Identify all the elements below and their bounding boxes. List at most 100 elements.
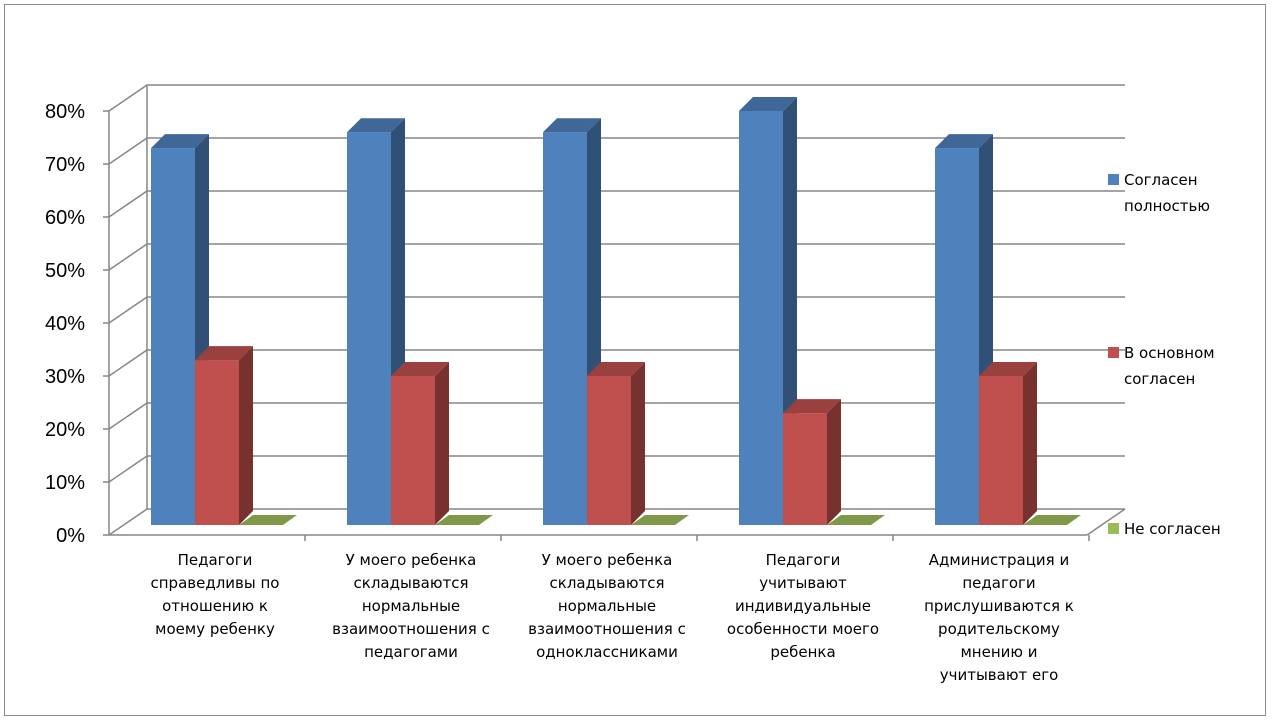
x-category-label-line: педагоги bbox=[962, 574, 1035, 592]
legend-swatch bbox=[1108, 174, 1119, 185]
legend-label-line: полностью bbox=[1124, 197, 1210, 215]
legend: Согласен полностью В основном согласен Не со… bbox=[1108, 171, 1221, 538]
x-category-label-line: родительскому bbox=[938, 620, 1060, 638]
bar bbox=[827, 515, 885, 525]
legend-label: В основном согласен bbox=[1124, 344, 1215, 388]
y-tick-label: 80% bbox=[45, 101, 85, 123]
bar bbox=[195, 346, 253, 525]
x-category-label-line: индивидуальные bbox=[735, 597, 871, 615]
legend-label: Согласен полностью bbox=[1124, 171, 1210, 215]
bar-side bbox=[435, 362, 449, 525]
bar-top bbox=[979, 362, 1037, 376]
bar-top bbox=[151, 134, 209, 149]
x-category-label-line: педагогами bbox=[364, 643, 458, 661]
legend-swatch bbox=[1108, 523, 1119, 534]
bar bbox=[435, 515, 493, 525]
legend-item: В основном согласен bbox=[1108, 344, 1215, 388]
x-category-label-line: взаимоотношения с bbox=[332, 620, 490, 638]
legend-label-line: согласен bbox=[1124, 370, 1195, 388]
bar-top bbox=[783, 399, 841, 414]
bar-front bbox=[783, 413, 827, 525]
x-category-label-line: одноклассниками bbox=[536, 643, 678, 661]
bar-flat bbox=[239, 515, 297, 525]
bar bbox=[739, 97, 797, 525]
x-category-label-line: У моего ребенка bbox=[542, 551, 673, 569]
x-category-label-line: складываются bbox=[550, 574, 665, 592]
bar bbox=[391, 362, 449, 525]
gridlines bbox=[108, 84, 1125, 536]
x-category-label: Администрация и педагоги прислушиваются к р… bbox=[924, 551, 1074, 684]
bar-front bbox=[391, 376, 435, 525]
bar-top bbox=[347, 118, 405, 133]
bar bbox=[587, 362, 645, 525]
bar bbox=[239, 515, 297, 525]
bar-flat bbox=[435, 515, 493, 525]
x-category-label-line: справедливы по bbox=[151, 574, 280, 592]
legend-label-line: В основном bbox=[1124, 344, 1215, 362]
x-category-label-line: учитывают bbox=[759, 574, 847, 592]
legend-swatch bbox=[1108, 347, 1119, 358]
x-category-label: У моего ребенка складываются нормальные вза… bbox=[528, 551, 686, 661]
y-tick-label: 70% bbox=[45, 154, 85, 176]
bar-flat bbox=[827, 515, 885, 525]
x-category-label-line: Педагоги bbox=[178, 551, 253, 569]
bar-front bbox=[587, 376, 631, 525]
chart-frame: 0% 10% 20% 30% 40% 50% 60% 70% 80% Педагоги справ… bbox=[4, 4, 1266, 716]
bar bbox=[1023, 515, 1081, 525]
x-category-label: Педагоги учитывают индивидуальные особеннос… bbox=[727, 551, 879, 661]
bar-top bbox=[935, 134, 993, 149]
bar-flat bbox=[631, 515, 689, 525]
x-category-label-line: прислушиваются к bbox=[924, 597, 1074, 615]
legend-label-line: Согласен bbox=[1124, 171, 1198, 189]
legend-label-line: Не согласен bbox=[1124, 520, 1221, 538]
bar bbox=[783, 399, 841, 525]
x-category-label-line: ребенка bbox=[770, 643, 835, 661]
bar-chart: 0% 10% 20% 30% 40% 50% 60% 70% 80% Педагоги справ… bbox=[45, 84, 1221, 684]
y-tick-label: 0% bbox=[56, 525, 85, 547]
legend-item: Не согласен bbox=[1108, 520, 1221, 538]
y-axis: 0% 10% 20% 30% 40% 50% 60% 70% 80% bbox=[45, 101, 110, 547]
y-tick-label: 10% bbox=[45, 472, 85, 494]
legend-item: Согласен полностью bbox=[1108, 171, 1210, 215]
bar-top bbox=[543, 118, 601, 133]
bar-side bbox=[239, 346, 253, 525]
x-category-label: У моего ребенка складываются нормальные вза… bbox=[332, 551, 490, 661]
bar bbox=[979, 362, 1037, 525]
y-tick-label: 20% bbox=[45, 419, 85, 441]
bar-front bbox=[543, 132, 587, 525]
bar-side bbox=[631, 362, 645, 525]
x-category-label-line: моему ребенку bbox=[155, 620, 275, 638]
bar bbox=[543, 118, 601, 525]
x-category-label-line: У моего ребенка bbox=[346, 551, 477, 569]
x-category-label-line: нормальные bbox=[558, 597, 656, 615]
bar-side bbox=[827, 399, 841, 525]
y-tick-label: 60% bbox=[45, 207, 85, 229]
bar-front bbox=[979, 376, 1023, 525]
x-category-label: Педагоги справедливы по отношению к моему р… bbox=[151, 551, 280, 638]
x-category-label-line: Педагоги bbox=[766, 551, 841, 569]
floor-edge bbox=[1086, 508, 1126, 536]
bar-top bbox=[587, 362, 645, 376]
x-category-label-line: учитывают его bbox=[940, 666, 1059, 684]
y-tick-label: 50% bbox=[45, 260, 85, 282]
x-axis: Педагоги справедливы по отношению к моему р… bbox=[109, 508, 1126, 684]
x-category-label-line: нормальные bbox=[362, 597, 460, 615]
bar-front bbox=[347, 132, 391, 525]
x-category-label-line: особенности моего bbox=[727, 620, 879, 638]
x-category-label-line: мнению и bbox=[960, 643, 1037, 661]
legend-label: Не согласен bbox=[1124, 520, 1221, 538]
bar-front bbox=[195, 360, 239, 525]
y-tick-label: 40% bbox=[45, 313, 85, 335]
bar-front bbox=[739, 111, 783, 525]
bar-front bbox=[151, 148, 195, 525]
bars bbox=[151, 97, 1081, 525]
bar-flat bbox=[1023, 515, 1081, 525]
gridline bbox=[108, 84, 1125, 112]
bar-top bbox=[195, 346, 253, 361]
x-category-label-line: складываются bbox=[354, 574, 469, 592]
x-category-label-line: отношению к bbox=[162, 597, 268, 615]
bar-top bbox=[391, 362, 449, 376]
bar-top bbox=[739, 97, 797, 111]
y-tick-label: 30% bbox=[45, 366, 85, 388]
x-category-label-line: взаимоотношения с bbox=[528, 620, 686, 638]
